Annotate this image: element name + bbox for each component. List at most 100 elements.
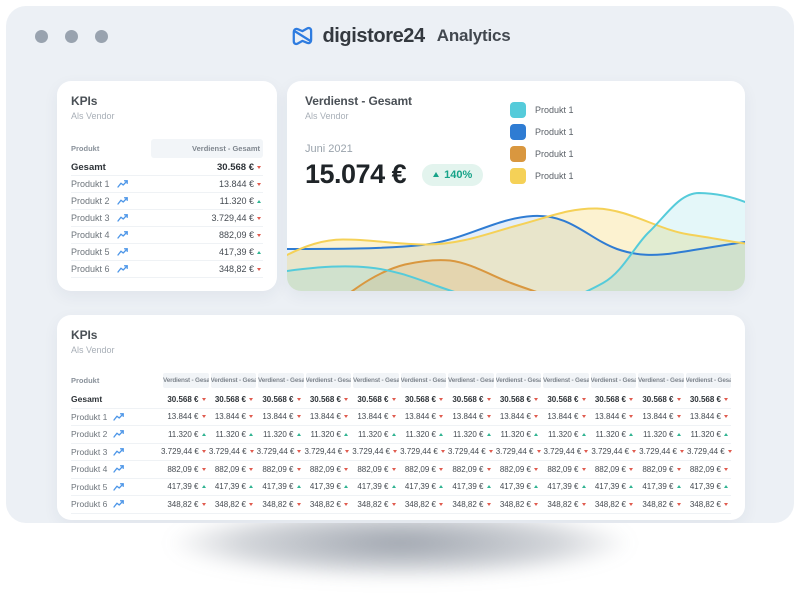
column-header-verdienst: Verdienst - Gesamt	[543, 373, 589, 388]
table-row: Produkt 3 3.729,44 €	[71, 210, 263, 227]
column-header-verdienst: Verdienst - Gesamt	[495, 373, 541, 388]
trend-marker-icon	[679, 450, 684, 454]
cell-value: 11.320 €	[690, 429, 721, 439]
row-value: 13.844 €	[636, 412, 684, 421]
row-value: 882,09 €	[256, 465, 304, 474]
trend-marker-icon	[629, 432, 633, 436]
cell-value: 30.568 €	[167, 394, 199, 404]
cell-value: 3.729,44 €	[256, 447, 295, 457]
table-row: Produkt 6 348,82 €	[71, 261, 263, 278]
trend-marker-icon	[581, 432, 586, 436]
window-dot-2[interactable]	[65, 30, 78, 43]
trend-marker-icon	[486, 485, 491, 489]
cell-value: 348,82 €	[499, 499, 531, 509]
sparkline-icon	[116, 197, 128, 205]
legend-swatch-icon	[510, 124, 526, 140]
row-value: 11.320 €	[351, 430, 399, 439]
row-value: 30.568 €	[446, 395, 494, 404]
trend-marker-icon	[391, 485, 396, 489]
column-header-verdienst: Verdienst - Gesamt	[353, 373, 399, 388]
logo-text: digistore24	[322, 24, 425, 47]
cell-value: 13.844 €	[689, 412, 721, 422]
row-value: 30.568 €	[304, 395, 352, 404]
cell-value: 30.568 €	[357, 394, 389, 404]
trend-up-icon	[433, 172, 440, 177]
row-value: 882,09 €	[304, 465, 352, 474]
cell-value: 30.568 €	[309, 394, 341, 404]
trend-marker-icon	[439, 485, 443, 489]
row-label: Produkt 3	[71, 447, 161, 457]
legend-item-1: Produkt 1	[510, 102, 574, 118]
trend-marker-icon	[534, 467, 538, 471]
trend-marker-icon	[581, 467, 586, 471]
table-row: Produkt 1 13.844 €	[71, 176, 263, 193]
legend-swatch-icon	[510, 146, 526, 162]
cell-value: 3.729,44 €	[639, 447, 677, 457]
row-value: 417,39 €	[161, 482, 209, 491]
row-value: 3.729,44 €	[352, 447, 400, 456]
cell-value: 348,82 €	[214, 499, 246, 509]
row-label: Produkt 1	[71, 179, 151, 189]
row-value: 882,09 €	[589, 465, 637, 474]
cell-value: 882,09 €	[452, 464, 484, 474]
row-value: 417,39 €	[541, 482, 589, 491]
cell-value: 417,39 €	[357, 482, 389, 492]
cell-value: 348,82 €	[452, 499, 484, 509]
trend-marker-icon	[296, 502, 301, 506]
row-value: 348,82 €	[684, 500, 732, 509]
table-row: Produkt 5 417,39 € 417,39 € 417,39 € 417,39 …	[71, 479, 731, 496]
window-dot-1[interactable]	[35, 30, 48, 43]
trend-marker-icon	[486, 502, 491, 506]
row-value: 30.568 €	[351, 395, 399, 404]
row-value: 348,82 €	[304, 500, 352, 509]
row-value: 13.844 €	[151, 179, 263, 189]
row-value: 882,09 €	[151, 230, 263, 240]
row-value: 3.729,44 €	[687, 447, 735, 456]
legend-label: Produkt 1	[535, 127, 574, 137]
legend-swatch-icon	[510, 168, 526, 184]
row-value: 30.568 €	[209, 395, 257, 404]
legend-item-2: Produkt 1	[510, 124, 574, 140]
trend-marker-icon	[581, 397, 586, 401]
trend-marker-icon	[257, 250, 261, 254]
cell-value: 3.729,44 €	[686, 447, 725, 457]
cell-value: 417,39 €	[452, 482, 484, 492]
row-value: 348,82 €	[541, 500, 589, 509]
change-value: 140%	[444, 168, 473, 181]
row-value: 30.568 €	[684, 395, 732, 404]
trend-marker-icon	[440, 450, 445, 454]
trend-marker-icon	[724, 502, 728, 506]
trend-marker-icon	[534, 432, 538, 436]
sparkline-icon	[113, 430, 125, 438]
trend-marker-icon	[249, 397, 253, 401]
cell-value: 30.568 €	[404, 394, 436, 404]
cell-value: 11.320 €	[500, 429, 531, 439]
trend-marker-icon	[297, 450, 302, 454]
cell-value: 417,39 €	[218, 247, 254, 257]
row-value: 13.844 €	[161, 412, 209, 421]
cell-value: 11.320 €	[215, 429, 246, 439]
row-value: 3.729,44 €	[161, 447, 209, 456]
cell-value: 13.844 €	[357, 412, 389, 422]
cell-value: 11.320 €	[167, 429, 199, 439]
trend-marker-icon	[676, 502, 681, 506]
column-header-verdienst: Verdienst - Gesamt	[305, 373, 351, 388]
table-row: Gesamt 30.568 €	[71, 159, 263, 176]
trend-marker-icon	[249, 502, 253, 506]
table-row: Produkt 4 882,09 €	[71, 227, 263, 244]
row-value: 348,82 €	[636, 500, 684, 509]
trend-marker-icon	[581, 485, 586, 489]
cell-value: 11.320 €	[219, 196, 254, 206]
window-dot-3[interactable]	[95, 30, 108, 43]
trend-marker-icon	[676, 415, 681, 419]
row-value: 3.729,44 €	[257, 447, 305, 456]
trend-marker-icon	[629, 415, 633, 419]
cell-value: 417,39 €	[594, 482, 626, 492]
cell-value: 417,39 €	[262, 482, 294, 492]
cell-value: 13.844 €	[167, 412, 199, 422]
cell-value: 882,09 €	[594, 464, 626, 474]
cell-value: 417,39 €	[689, 482, 721, 492]
trend-marker-icon	[534, 415, 538, 419]
table-card-subtitle: Als Vendor	[71, 345, 115, 355]
